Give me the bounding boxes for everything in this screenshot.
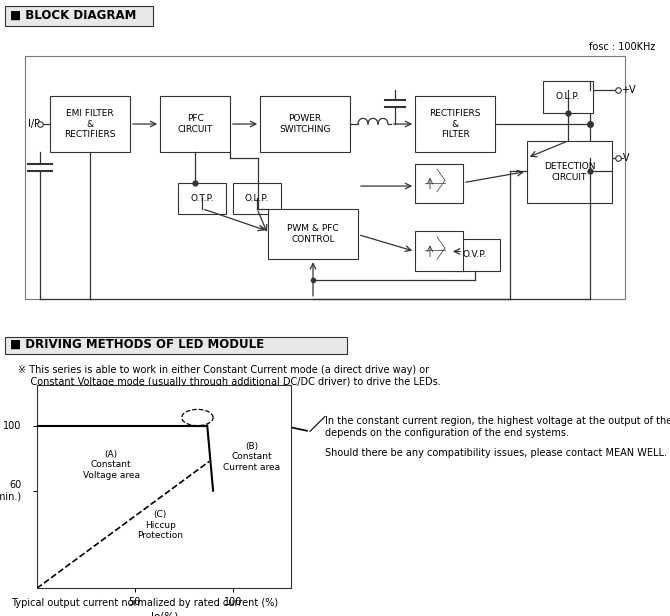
- Text: PFC
CIRCUIT: PFC CIRCUIT: [178, 115, 212, 134]
- Bar: [160, 96, 230, 152]
- Text: (A)
Constant
Voltage area: (A) Constant Voltage area: [83, 450, 140, 480]
- Bar: [543, 81, 593, 113]
- Bar: [25, 57, 625, 299]
- Text: (B)
Constant
Current area: (B) Constant Current area: [223, 442, 280, 472]
- Text: ※ This series is able to work in either Constant Current mode (a direct drive wa: ※ This series is able to work in either …: [18, 365, 429, 375]
- Text: I/P: I/P: [28, 119, 40, 129]
- Text: 100: 100: [3, 421, 21, 431]
- Text: RECTIFIERS
&
FILTER: RECTIFIERS & FILTER: [429, 109, 481, 139]
- Bar: [50, 96, 130, 152]
- Text: 60
(min.): 60 (min.): [0, 480, 21, 501]
- Text: O.L.P.: O.L.P.: [556, 92, 580, 102]
- Text: PWM & PFC
CONTROL: PWM & PFC CONTROL: [287, 224, 339, 244]
- Text: Typical output current normalized by rated current (%): Typical output current normalized by rat…: [11, 598, 279, 608]
- Text: ■ BLOCK DIAGRAM: ■ BLOCK DIAGRAM: [10, 9, 137, 22]
- Text: -V: -V: [621, 153, 630, 163]
- Text: (C)
Hiccup
Protection: (C) Hiccup Protection: [137, 510, 183, 540]
- Bar: [415, 96, 495, 152]
- Text: DETECTION
CIRCUIT: DETECTION CIRCUIT: [544, 162, 595, 182]
- Text: Should there be any compatibility issues, please contact MEAN WELL.: Should there be any compatibility issues…: [325, 448, 667, 458]
- Text: +V: +V: [621, 85, 636, 95]
- Bar: [415, 163, 463, 203]
- Text: POWER
SWITCHING: POWER SWITCHING: [279, 115, 331, 134]
- Text: fosc : 100KHz: fosc : 100KHz: [589, 42, 655, 52]
- Bar: [178, 183, 226, 214]
- Bar: [527, 141, 612, 203]
- Text: Constant Voltage mode (usually through additional DC/DC driver) to drive the LED: Constant Voltage mode (usually through a…: [18, 376, 441, 387]
- Text: ■ DRIVING METHODS OF LED MODULE: ■ DRIVING METHODS OF LED MODULE: [10, 338, 264, 351]
- Bar: [233, 183, 281, 214]
- Bar: [450, 239, 500, 270]
- Text: EMI FILTER
&
RECTIFIERS: EMI FILTER & RECTIFIERS: [64, 109, 116, 139]
- Bar: [415, 231, 463, 270]
- Text: depends on the configuration of the end systems.: depends on the configuration of the end …: [325, 428, 569, 439]
- Text: In the constant current region, the highest voltage at the output of the driver: In the constant current region, the high…: [325, 416, 670, 426]
- Text: Io(%): Io(%): [151, 611, 178, 616]
- Bar: [268, 209, 358, 259]
- Text: O.T.P.: O.T.P.: [190, 194, 214, 203]
- Text: O.L.P.: O.L.P.: [245, 194, 269, 203]
- Bar: [260, 96, 350, 152]
- Bar: [5, 336, 347, 354]
- Bar: [5, 6, 153, 26]
- Text: O.V.P.: O.V.P.: [463, 250, 487, 259]
